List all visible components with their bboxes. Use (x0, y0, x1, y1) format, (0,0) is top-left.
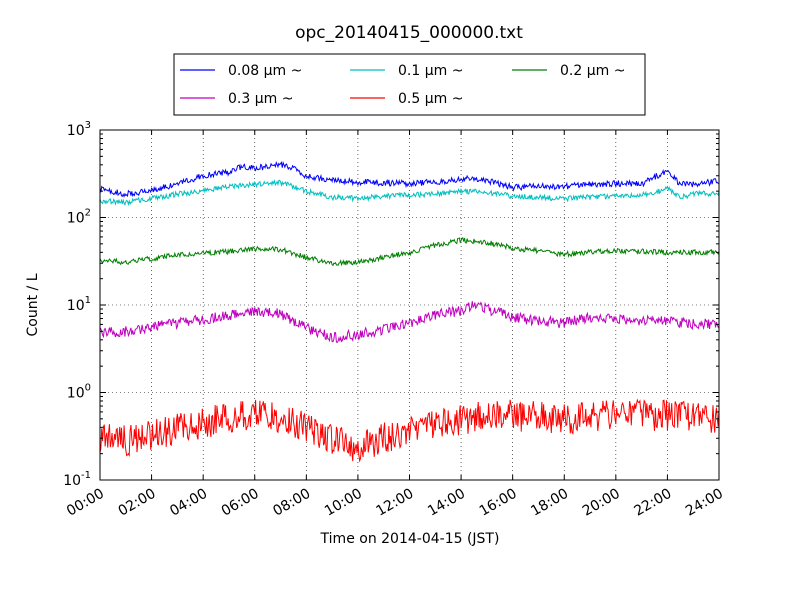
legend-label: 0.3 μm ~ (228, 91, 293, 107)
y-tick-label: 103 (67, 120, 91, 139)
series-line (99, 237, 720, 267)
y-tick-label-exponent: 3 (85, 120, 91, 131)
series-line (99, 398, 720, 463)
y-tick-label-base: 10 (67, 211, 85, 227)
series-line (99, 160, 720, 198)
series-line (99, 301, 720, 343)
legend-label: 0.5 μm ~ (398, 91, 463, 107)
y-tick-label: 101 (67, 295, 91, 314)
y-axis-label: Count / L (25, 273, 41, 336)
legend-box (173, 53, 646, 116)
y-tick-label: 10-1 (63, 470, 91, 489)
legend: 0.08 μm ~ 0.1 μm ~ 0.2 μm ~ 0.3 μm ~ 0.5 μm … (173, 53, 646, 116)
legend-label: 0.08 μm ~ (228, 63, 302, 79)
plot-frame (99, 129, 720, 481)
y-tick-label-exponent: 0 (85, 383, 91, 394)
y-tick-label-base: 10 (63, 473, 81, 489)
y-tick-label-base: 10 (67, 298, 85, 314)
y-tick-label-exponent: 1 (85, 295, 91, 306)
x-axis-label: Time on 2014-04-15 (JST) (320, 531, 500, 547)
y-tick-label: 102 (67, 208, 91, 227)
legend-label: 0.1 μm ~ (398, 63, 463, 79)
series-lines (99, 160, 720, 463)
series-line (99, 179, 720, 207)
y-tick-label: 100 (67, 383, 91, 402)
chart-title: opc_20140415_000000.txt (295, 23, 523, 43)
y-tick-label-exponent: 2 (85, 208, 91, 219)
legend-label: 0.2 μm ~ (560, 63, 625, 79)
y-tick-label-exponent: -1 (81, 470, 91, 481)
y-tick-label-base: 10 (67, 123, 85, 139)
y-tick-label-base: 10 (67, 386, 85, 402)
